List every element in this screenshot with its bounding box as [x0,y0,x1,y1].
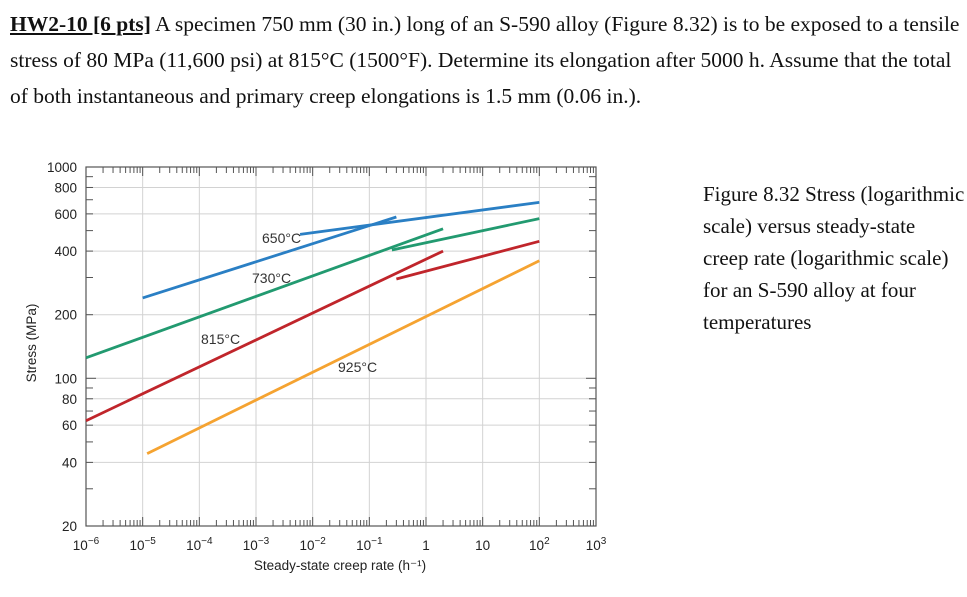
chart-grid [85,166,597,527]
x-tick-label: 1 [422,538,430,553]
problem-label: HW2-10 [6 pts] [10,12,151,36]
y-tick-label: 80 [62,392,77,407]
problem-statement: HW2-10 [6 pts] A specimen 750 mm (30 in.… [10,6,960,114]
y-tick-label: 400 [54,244,77,259]
series-lines [85,201,540,455]
creep-rate-chart: 1000 800 600 400 200 100 80 60 40 20 10−6 10−5 10−4… [24,160,607,573]
y-tick-label: 40 [62,455,77,470]
y-tick-label: 20 [62,519,77,534]
y-tick-label: 800 [54,180,77,195]
series-line-650c-segment-1 [142,215,397,300]
x-tick-label: 103 [586,536,607,553]
problem-text: A specimen 750 mm (30 in.) long of an S-… [10,12,960,108]
x-tick-label: 10 [475,538,490,553]
series-line-730c-segment-1 [85,227,444,360]
series-line-815c-segment-1 [85,249,444,422]
series-line-925c-segment-1 [146,259,540,455]
y-tick-label: 200 [54,308,77,323]
figure-caption: Figure 8.32 Stress (logarithmic scale) v… [703,182,965,334]
x-axis-title: Steady-state creep rate (h⁻¹) [254,558,426,573]
x-tick-label: 10−1 [356,536,383,553]
plot-frame [85,166,597,527]
series-line-650c-segment-2 [299,201,540,236]
series-label-650c: 650°C [262,230,301,246]
series-label-925c: 925°C [338,359,377,375]
x-tick-label: 10−2 [299,536,326,553]
series-line-815c-segment-2 [396,239,540,281]
series-line-730c-segment-2 [391,217,540,252]
series-label-815c: 815°C [201,331,240,347]
x-tick-label: 10−6 [73,536,100,553]
x-tick-label: 10−5 [129,536,156,553]
y-tick-labels: 1000 800 600 400 200 100 80 60 40 20 [47,160,77,534]
y-tick-label: 100 [54,371,77,386]
y-tick-label: 1000 [47,160,77,175]
y-tick-label: 600 [54,207,77,222]
x-tick-label: 10−3 [243,536,270,553]
series-label-730c: 730°C [252,270,291,286]
x-tick-labels: 10−6 10−5 10−4 10−3 10−2 10−1 1 10 102 103 [73,536,607,553]
y-tick-label: 60 [62,418,77,433]
y-axis-title: Stress (MPa) [24,304,39,383]
x-tick-label: 102 [529,536,550,553]
x-tick-label: 10−4 [186,536,213,553]
minor-ticks [85,166,596,527]
